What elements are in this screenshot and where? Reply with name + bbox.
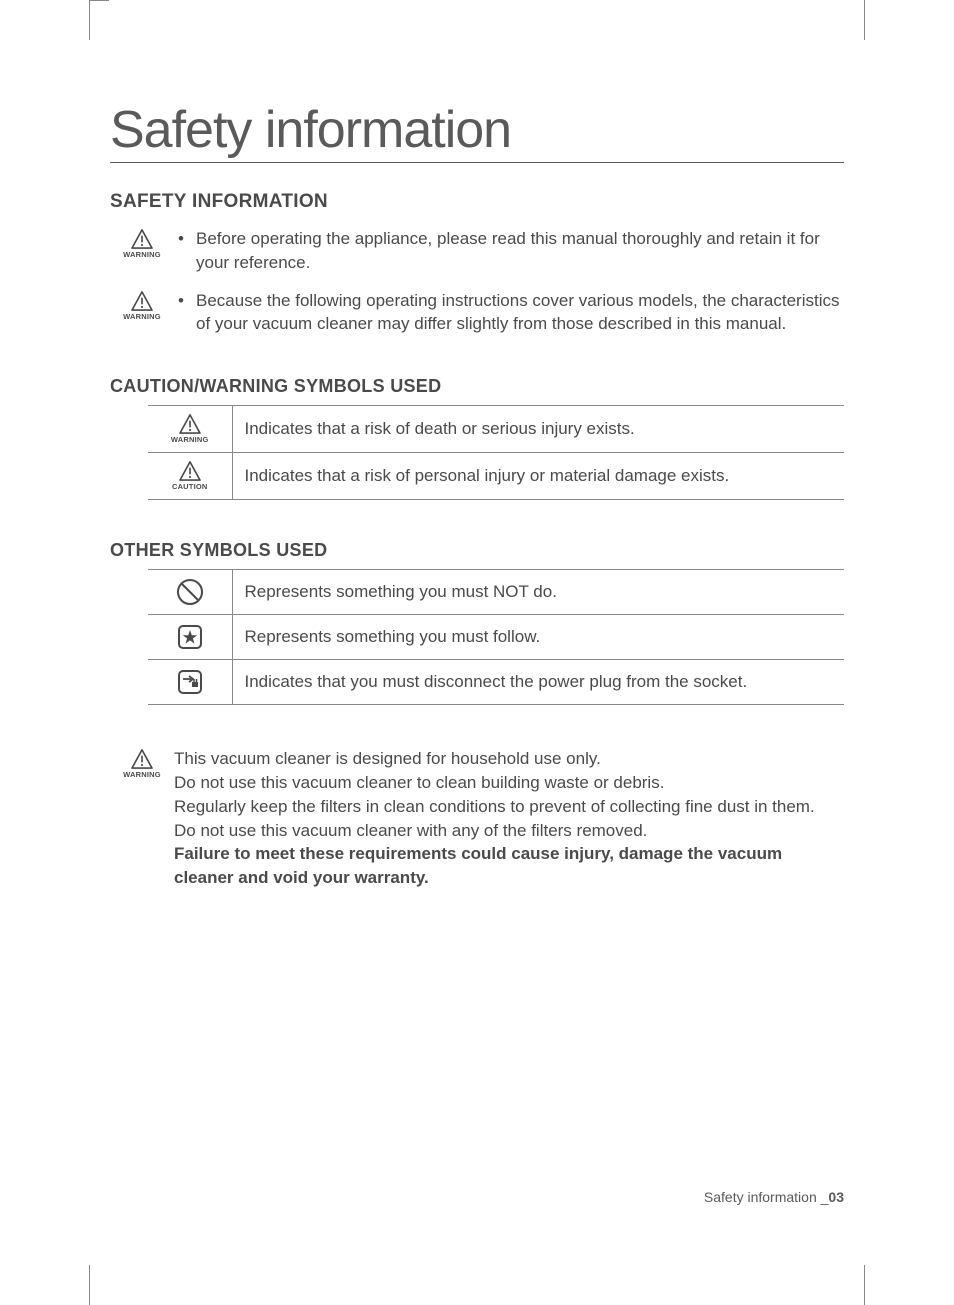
warning-triangle-icon	[131, 291, 153, 311]
unplug-box-icon	[176, 668, 204, 696]
warning-label: WARNING	[171, 435, 209, 444]
page-footer: Safety information _03	[704, 1189, 844, 1205]
warning-bullet-item: Because the following operating instruct…	[178, 289, 844, 337]
symbol-cell	[148, 615, 232, 660]
page-title: Safety information	[110, 100, 844, 163]
warning-line: This vacuum cleaner is designed for hous…	[174, 747, 844, 771]
warning-block: WARNING Before operating the appliance, …	[110, 227, 844, 275]
star-box-icon	[176, 623, 204, 651]
footer-page-number: 03	[828, 1189, 844, 1205]
warning-bullet-list: Because the following operating instruct…	[174, 289, 844, 337]
warning-bold-line: Failure to meet these requirements could…	[174, 842, 844, 890]
symbol-description: Indicates that a risk of personal injury…	[232, 453, 844, 500]
other-symbols-heading: OTHER SYMBOLS USED	[110, 540, 844, 561]
warning-bullet-item: Before operating the appliance, please r…	[178, 227, 844, 275]
bottom-warning-block: WARNING This vacuum cleaner is designed …	[110, 747, 844, 890]
caution-symbols-section: CAUTION/WARNING SYMBOLS USED WARNING Ind…	[110, 376, 844, 500]
table-row: Represents something you must follow.	[148, 615, 844, 660]
warning-label: WARNING	[123, 312, 161, 321]
page-content: Safety information SAFETY INFORMATION WA…	[0, 0, 954, 950]
warning-label: WARNING	[123, 250, 161, 259]
warning-triangle-icon	[179, 414, 201, 434]
warning-line: Do not use this vacuum cleaner to clean …	[174, 771, 844, 795]
warning-triangle-icon	[131, 749, 153, 769]
bottom-warning-text: This vacuum cleaner is designed for hous…	[174, 747, 844, 890]
warning-triangle-icon	[131, 229, 153, 249]
other-symbols-section: OTHER SYMBOLS USED Represents something …	[110, 540, 844, 705]
symbol-cell: WARNING	[148, 406, 232, 453]
symbol-description: Indicates that you must disconnect the p…	[232, 660, 844, 705]
warning-line: Regularly keep the filters in clean cond…	[174, 795, 844, 819]
table-row: CAUTION Indicates that a risk of persona…	[148, 453, 844, 500]
caution-symbols-heading: CAUTION/WARNING SYMBOLS USED	[110, 376, 844, 397]
table-row: Indicates that you must disconnect the p…	[148, 660, 844, 705]
symbol-cell: CAUTION	[148, 453, 232, 500]
table-row: WARNING Indicates that a risk of death o…	[148, 406, 844, 453]
caution-label: CAUTION	[172, 482, 208, 491]
warning-block: WARNING Because the following operating …	[110, 289, 844, 337]
symbol-description: Indicates that a risk of death or seriou…	[232, 406, 844, 453]
symbol-description: Represents something you must follow.	[232, 615, 844, 660]
safety-info-heading: SAFETY INFORMATION	[110, 191, 844, 213]
warning-icon-column: WARNING	[110, 747, 174, 779]
caution-symbols-table: WARNING Indicates that a risk of death o…	[148, 405, 844, 500]
warning-icon-column: WARNING	[110, 227, 174, 259]
warning-line: Do not use this vacuum cleaner with any …	[174, 819, 844, 843]
symbol-description: Represents something you must NOT do.	[232, 570, 844, 615]
warning-bullet-list: Before operating the appliance, please r…	[174, 227, 844, 275]
warning-label: WARNING	[123, 770, 161, 779]
prohibit-icon	[176, 578, 204, 606]
other-symbols-table: Represents something you must NOT do. Re…	[148, 569, 844, 705]
symbol-cell	[148, 570, 232, 615]
footer-label: Safety information _	[704, 1189, 829, 1205]
warning-icon-column: WARNING	[110, 289, 174, 321]
symbol-cell	[148, 660, 232, 705]
table-row: Represents something you must NOT do.	[148, 570, 844, 615]
caution-triangle-icon	[179, 461, 201, 481]
